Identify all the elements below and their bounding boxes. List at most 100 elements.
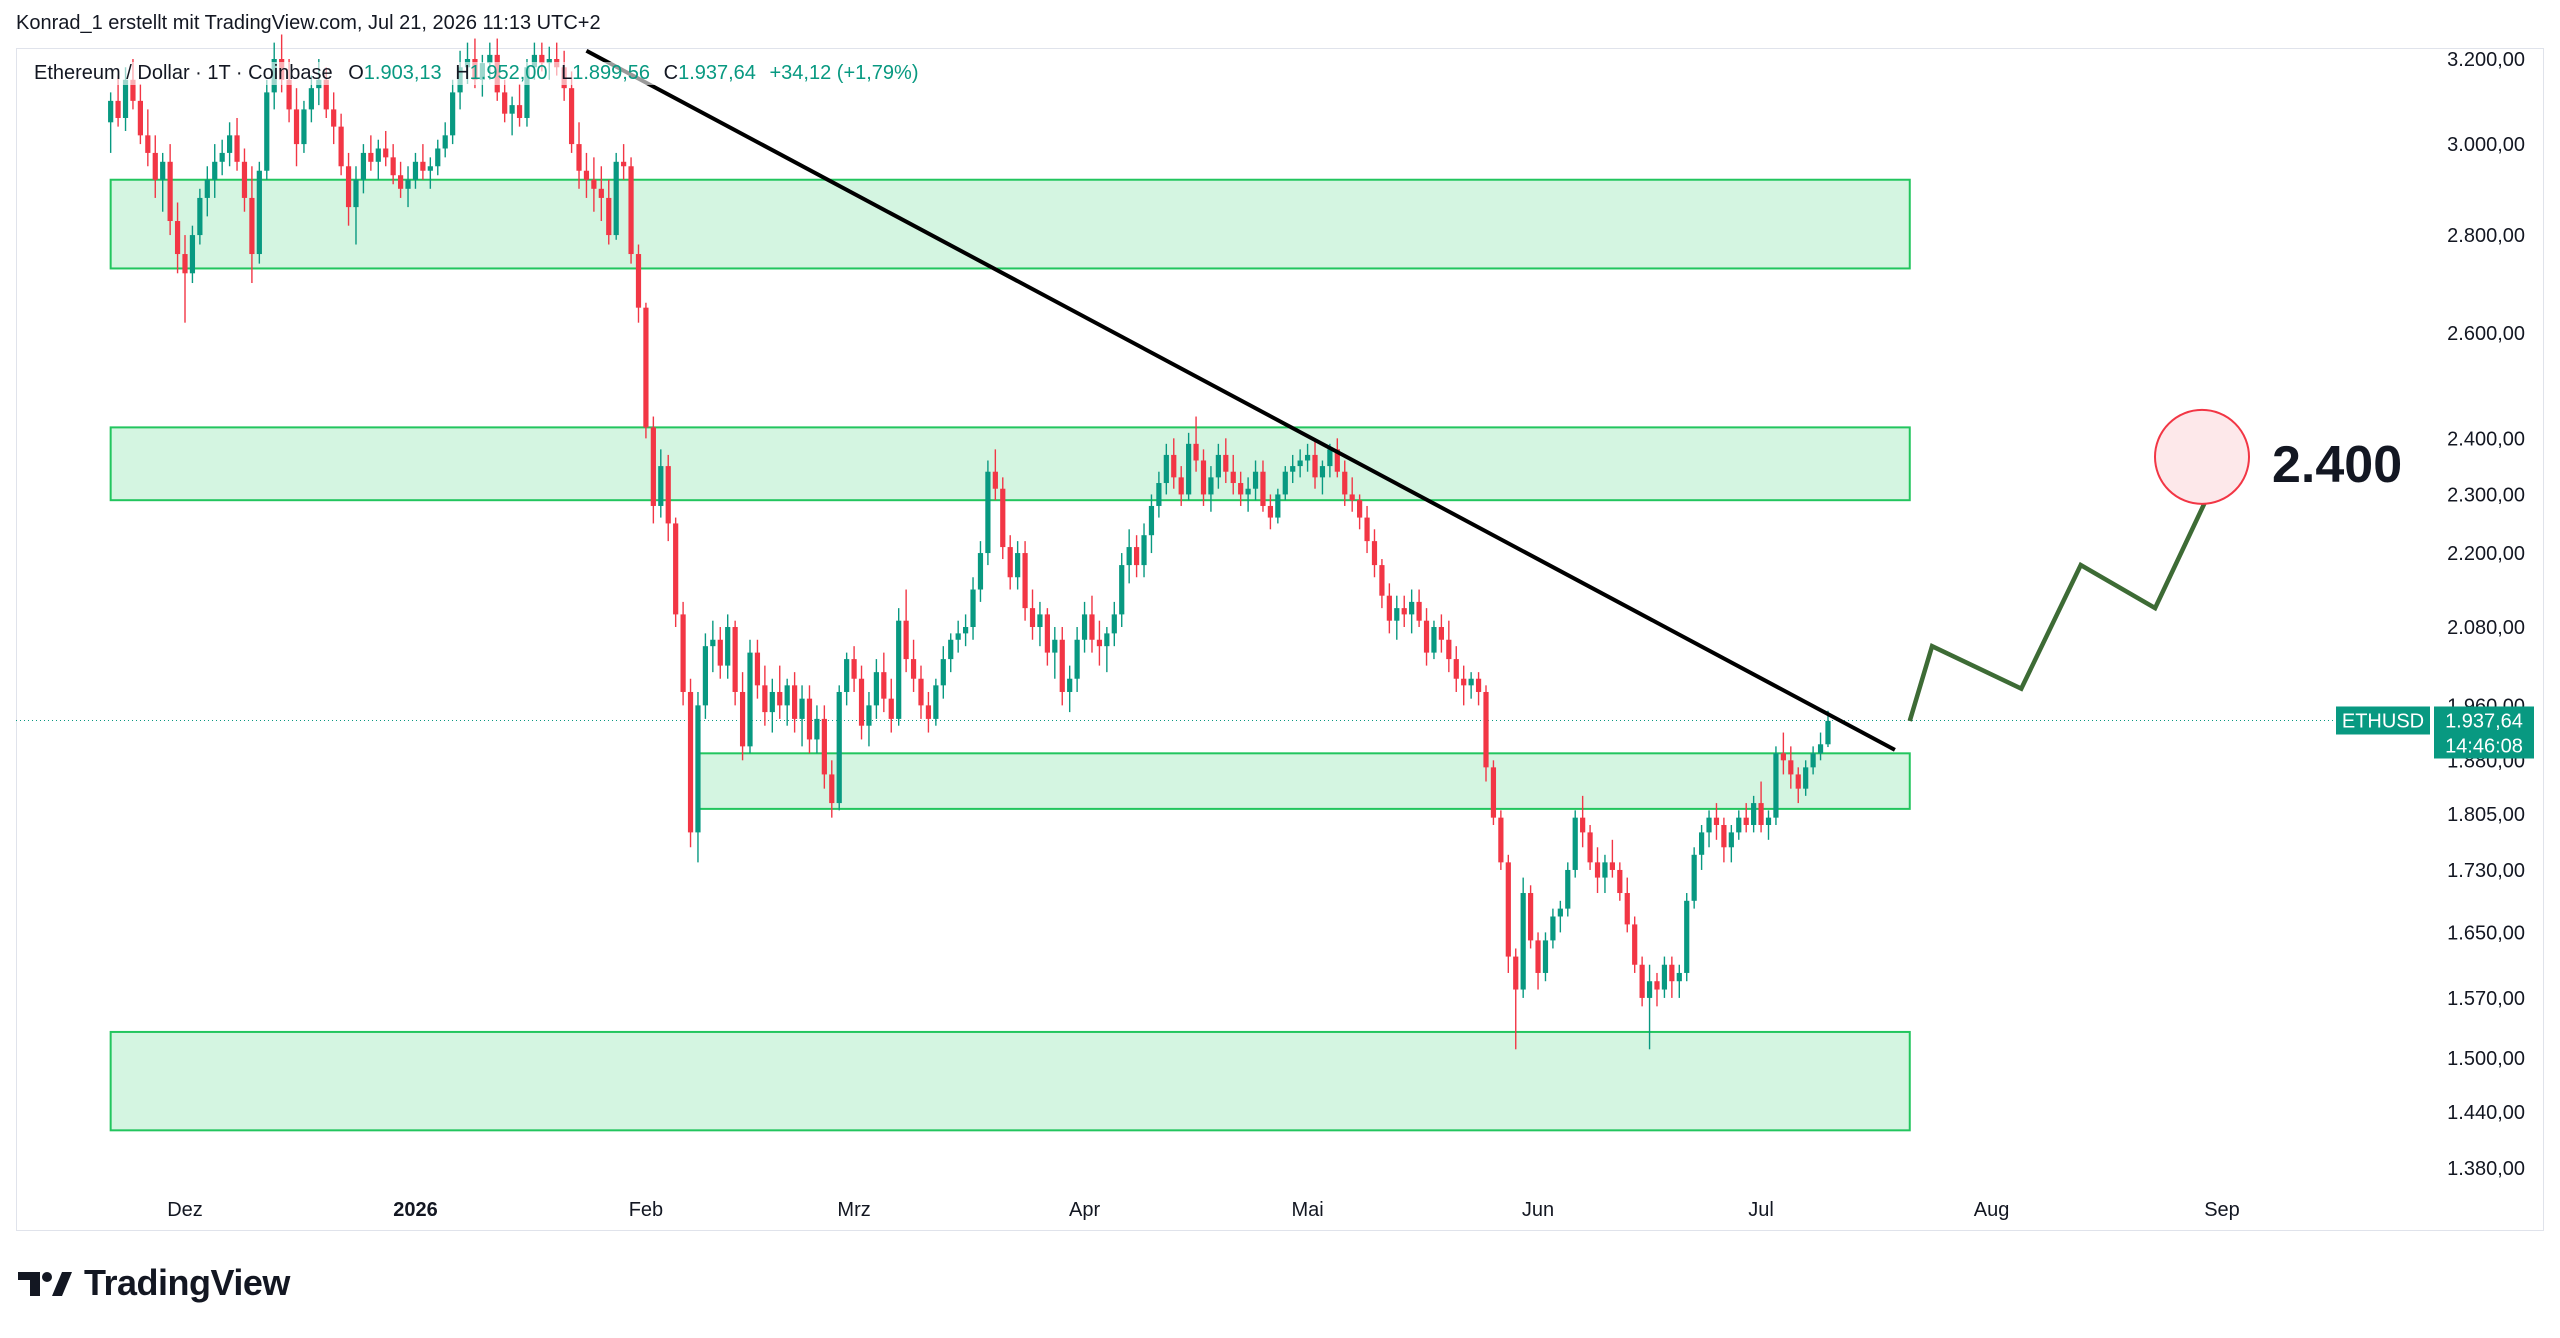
candle-body: [1453, 659, 1459, 679]
candle-body: [1587, 832, 1593, 863]
close-label: C: [663, 62, 679, 84]
candle: [234, 117, 240, 171]
candle-body: [1067, 678, 1073, 692]
candle-body: [1557, 908, 1563, 917]
brand-wordmark: TradingView: [84, 1262, 290, 1303]
target-price-label: 2.400: [2272, 436, 2402, 494]
price-axis-label: 3.000,00: [2447, 134, 2525, 156]
candle: [1230, 454, 1236, 495]
candle: [732, 620, 738, 706]
candle: [509, 96, 515, 136]
candle: [1111, 601, 1117, 647]
candle-body: [1416, 601, 1422, 621]
candle-body: [1788, 760, 1794, 775]
price-axis-label: 2.800,00: [2447, 225, 2525, 247]
candle: [1617, 862, 1623, 901]
candle-body: [435, 148, 441, 167]
price-axis-label: 1.650,00: [2447, 922, 2525, 944]
candle-body: [762, 685, 768, 713]
candle: [338, 113, 344, 176]
price-badge-value: 1.937,64: [2445, 710, 2523, 732]
time-axis-label: Jul: [1748, 1199, 1774, 1221]
price-axis-label: 1.440,00: [2447, 1102, 2525, 1124]
candle-body: [174, 221, 181, 255]
candle-body: [1260, 471, 1266, 506]
candle-body: [1698, 832, 1705, 855]
candle: [1528, 885, 1534, 949]
time-axis-label: Sep: [2204, 1199, 2240, 1221]
candle: [1520, 877, 1526, 998]
candle-body: [122, 79, 129, 118]
candle: [1817, 732, 1824, 761]
time-axis-label: Dez: [167, 1199, 203, 1221]
candle: [1698, 824, 1705, 870]
candle-body: [345, 166, 352, 208]
candle-body: [1364, 517, 1370, 542]
candle: [1468, 672, 1474, 699]
candle: [227, 122, 233, 167]
candle-body: [308, 88, 314, 110]
candle-body: [420, 161, 426, 171]
candle: [1186, 432, 1192, 501]
candle-body: [829, 774, 835, 804]
candle-body: [338, 126, 344, 167]
candle: [1379, 559, 1385, 609]
candle-body: [1357, 500, 1363, 518]
candle-body: [1684, 900, 1690, 973]
candle-body: [331, 109, 337, 127]
candle: [1609, 839, 1615, 878]
candle-body: [992, 471, 998, 489]
candle: [502, 79, 508, 123]
candle-body: [546, 59, 552, 64]
target-circle: [2154, 408, 2250, 505]
candle: [1037, 601, 1043, 647]
candle-body: [650, 427, 656, 506]
candle: [873, 659, 879, 719]
candle: [1669, 956, 1675, 998]
ticker-badge-text: ETHUSD: [2342, 710, 2424, 732]
candle: [1721, 817, 1727, 863]
candle: [1364, 505, 1370, 554]
candle: [1542, 932, 1549, 982]
candle-body: [1706, 817, 1712, 833]
candle-body: [1186, 443, 1192, 495]
candle-body: [1751, 803, 1757, 825]
candle-body: [1052, 639, 1058, 653]
candle: [1059, 627, 1065, 706]
candle-body: [1594, 862, 1601, 878]
candle-body: [516, 105, 523, 118]
candle: [152, 135, 158, 198]
candle: [1007, 535, 1013, 590]
candle: [1624, 877, 1630, 933]
candle: [1104, 627, 1110, 673]
candle: [264, 79, 270, 180]
candle: [1015, 541, 1021, 590]
symbol-legend[interactable]: Ethereum / Dollar · 1T · Coinbase O1.903…: [32, 62, 921, 85]
candle-body: [1394, 608, 1400, 621]
candle-body: [680, 614, 686, 692]
candle-body: [1758, 803, 1764, 825]
candle-body: [977, 553, 984, 590]
candle: [1349, 477, 1355, 512]
candle: [621, 144, 627, 180]
candle-body: [1044, 614, 1050, 653]
candle: [1505, 854, 1511, 973]
candle: [695, 691, 701, 863]
candle-body: [1803, 767, 1809, 789]
candle-body: [1743, 817, 1749, 825]
candle-body: [249, 197, 255, 255]
candle: [1200, 449, 1207, 506]
candle: [717, 627, 723, 679]
candle-body: [509, 105, 515, 114]
candle: [747, 639, 753, 754]
candle: [762, 665, 768, 726]
candle: [1290, 454, 1296, 484]
candle-body: [1728, 832, 1734, 848]
candle: [189, 225, 196, 284]
candle-body: [1193, 443, 1199, 461]
candle: [1483, 685, 1489, 782]
tradingview-brand[interactable]: TradingView: [18, 1262, 290, 1304]
candle-body: [1238, 483, 1244, 495]
candle-body: [799, 698, 805, 719]
